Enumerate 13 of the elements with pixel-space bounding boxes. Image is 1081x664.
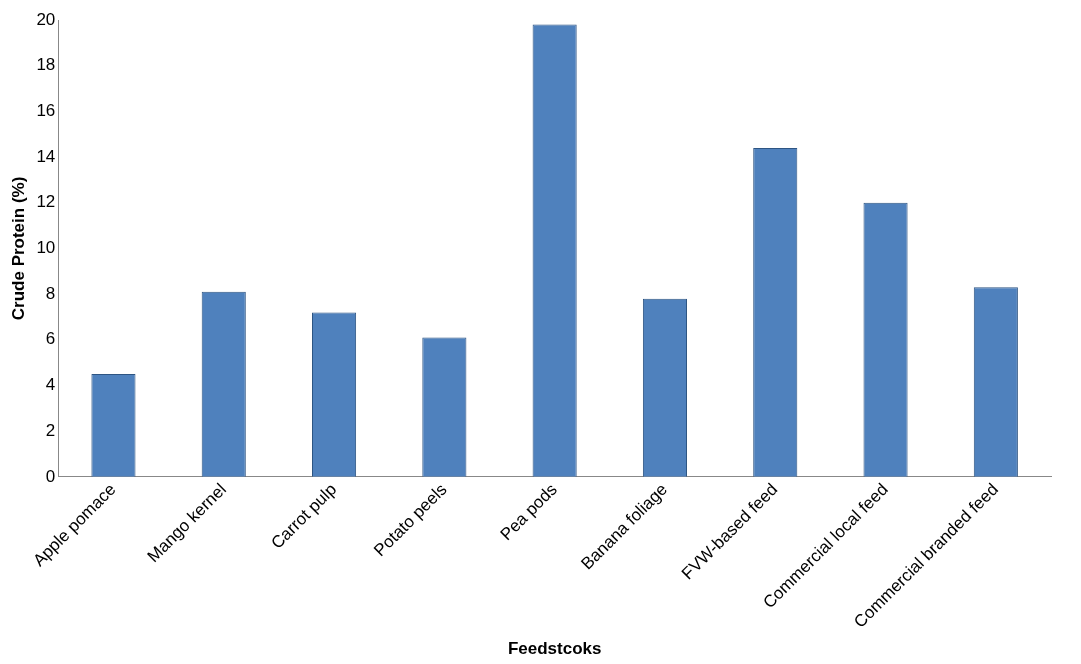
y-tick-label: 10 (36, 238, 56, 258)
y-tick-label: 6 (45, 329, 56, 349)
y-tick-label: 20 (36, 9, 56, 29)
y-tick-label: 12 (36, 192, 56, 212)
y-tick-label: 0 (45, 466, 56, 486)
x-axis-title: Feedstcoks (507, 639, 602, 659)
y-tick-label: 18 (36, 55, 56, 75)
y-tick-label: 2 (45, 420, 56, 440)
y-tick-label: 8 (45, 283, 56, 303)
y-tick-label: 4 (45, 375, 56, 395)
y-tick-label: 16 (36, 101, 56, 121)
y-axis-title: Crude Protein (%) (8, 176, 28, 321)
y-tick-label: 14 (36, 146, 56, 166)
